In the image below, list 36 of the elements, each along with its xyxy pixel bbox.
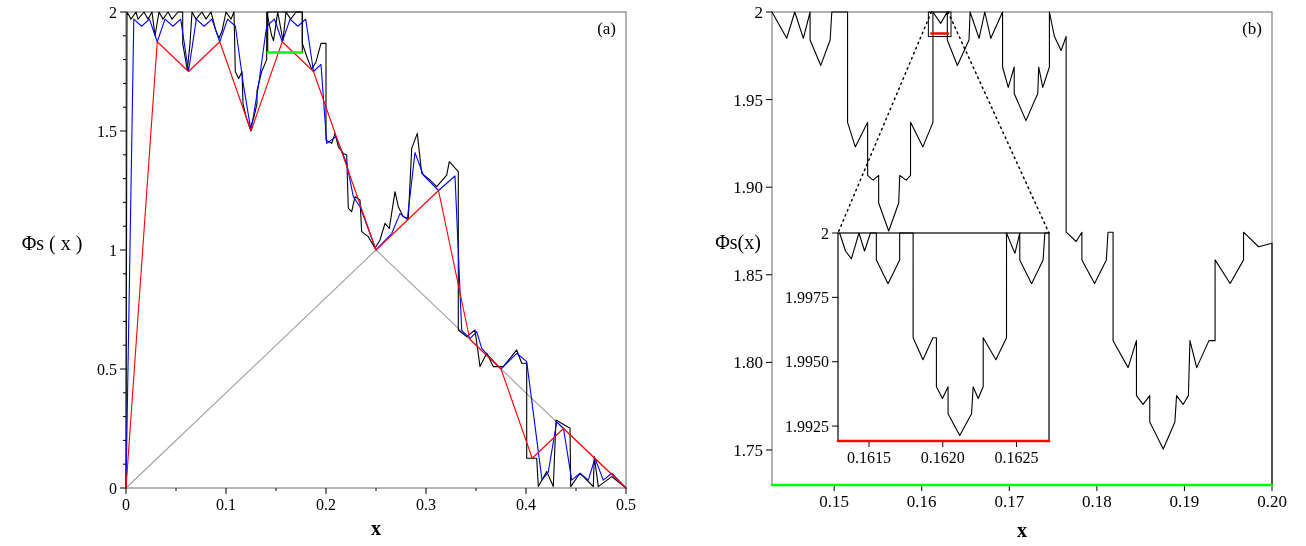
x-tick-label: 0.15: [819, 492, 850, 511]
x-tick-label: 0.1615: [846, 449, 891, 466]
y-tick-label: 1.9950: [785, 353, 829, 371]
y-tick-label: 1: [109, 241, 117, 259]
y-tick-label: 0: [109, 479, 117, 497]
annotation: (b): [1242, 19, 1262, 38]
y-tick-label: 2: [821, 224, 829, 242]
x-tick-label: 0.19: [1169, 492, 1200, 511]
x-tick-label: 0.4: [516, 496, 536, 513]
x-axis-title: x: [371, 517, 381, 539]
annotation: (a): [597, 19, 616, 38]
x-tick-label: 0.16: [906, 492, 937, 511]
y-tick-label: 1.90: [733, 178, 763, 198]
y-tick-label: 1.75: [733, 440, 763, 460]
x-tick-label: 0.18: [1081, 492, 1112, 511]
y-tick-label: 1.85: [733, 265, 763, 285]
y-axis-title: Φs(x): [715, 230, 761, 254]
y-tick-label: 2: [754, 2, 763, 22]
y-tick-label: 2: [109, 3, 117, 21]
x-tick-label: 0.1: [216, 496, 236, 513]
y-tick-label: 1.80: [733, 353, 763, 373]
y-tick-label: 1.95: [733, 90, 763, 110]
y-tick-label: 0.5: [97, 360, 117, 378]
x-tick-label: 0.5: [616, 496, 636, 513]
y-tick-label: 1.5: [97, 122, 117, 140]
y-tick-label: 1.9925: [785, 417, 829, 435]
y-axis-title: Φs ( x ): [21, 232, 83, 255]
x-tick-label: 0.1625: [994, 449, 1039, 466]
y-tick-label: 1.9975: [785, 288, 829, 306]
x-tick-label: 0: [122, 496, 130, 513]
x-tick-label: 0.2: [316, 496, 336, 513]
x-tick-label: 0.3: [416, 496, 436, 513]
x-tick-label: 0.1620: [920, 449, 965, 466]
x-tick-label: 0.17: [994, 492, 1025, 511]
x-tick-label: 0.20: [1257, 492, 1287, 511]
x-axis-title: x: [1017, 519, 1027, 541]
